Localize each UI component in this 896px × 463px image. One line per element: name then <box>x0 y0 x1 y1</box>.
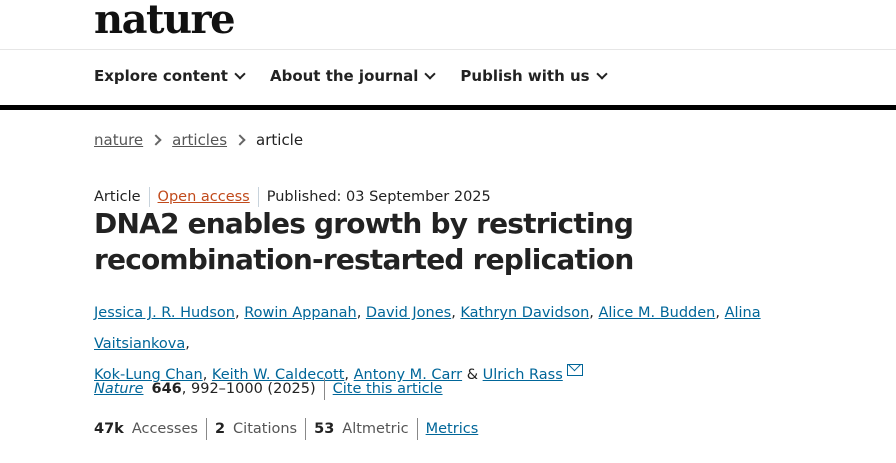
divider <box>257 187 259 207</box>
chevron-down-icon <box>424 68 437 80</box>
author-link[interactable]: David Jones <box>365 305 452 321</box>
breadcrumb-articles[interactable]: articles <box>172 131 228 149</box>
article-type: Article <box>94 189 141 205</box>
email-icon[interactable] <box>566 364 583 376</box>
author-link[interactable]: Keith W. Caldecott <box>211 367 345 383</box>
author-link[interactable]: Alice M. Budden <box>598 305 716 321</box>
open-access-link[interactable]: Open access <box>157 189 250 205</box>
header-bar <box>0 105 896 110</box>
chevron-right-icon <box>234 134 246 146</box>
altmetric-label: Altmetric <box>342 421 409 437</box>
breadcrumb-current: article <box>256 131 304 149</box>
author-link[interactable]: Kathryn Davidson <box>460 305 590 321</box>
chevron-right-icon <box>150 134 162 146</box>
chevron-down-icon <box>595 68 608 80</box>
altmetric-count: 53 <box>314 421 335 437</box>
cite-this-article-link[interactable]: Cite this article <box>332 381 443 397</box>
nature-logo[interactable]: nature <box>94 0 236 43</box>
author-link[interactable]: Alina Vaitsiankova <box>94 305 761 352</box>
citations-count: 2 <box>214 421 226 437</box>
divider <box>148 187 150 207</box>
volume: 646 <box>151 381 182 397</box>
divider <box>416 418 418 440</box>
divider <box>323 378 325 400</box>
author-link[interactable]: Kok-Lung Chan <box>94 367 203 383</box>
breadcrumb: nature articles article <box>94 131 303 149</box>
pages-year: , 992–1000 (2025) <box>181 381 316 397</box>
author-link[interactable]: Jessica J. R. Hudson <box>94 305 235 321</box>
journal-link[interactable]: Nature <box>94 381 144 397</box>
author-link[interactable]: Antony M. Carr <box>353 367 463 383</box>
article-meta: Article Open access Published: 03 Septem… <box>94 187 491 207</box>
nav-about-journal[interactable]: About the journal <box>269 67 437 85</box>
divider <box>205 418 207 440</box>
author-link[interactable]: Rowin Appanah <box>244 305 357 321</box>
breadcrumb-nature[interactable]: nature <box>94 131 144 149</box>
nav-publish-with-us[interactable]: Publish with us <box>460 67 608 85</box>
accesses-label: Accesses <box>131 421 198 437</box>
citation-line: Nature 646 , 992–1000 (2025) Cite this a… <box>94 378 443 400</box>
header-divider <box>0 49 896 50</box>
main-nav: Explore content About the journal Publis… <box>94 67 632 85</box>
accesses-count: 47k <box>94 421 124 437</box>
divider <box>305 418 307 440</box>
nav-explore-content[interactable]: Explore content <box>94 67 246 85</box>
nav-label: Explore content <box>94 67 228 85</box>
nav-label: About the journal <box>269 67 419 85</box>
author-link[interactable]: Ulrich Rass <box>482 367 563 383</box>
metrics-bar: 47k Accesses 2 Citations 53 Altmetric Me… <box>94 418 478 440</box>
article-title: DNA2 enables growth by restricting recom… <box>94 207 634 276</box>
published-date: Published: 03 September 2025 <box>266 189 491 205</box>
citations-label: Citations <box>233 421 298 437</box>
author-list: Jessica J. R. Hudson, Rowin Appanah, Dav… <box>94 305 761 383</box>
metrics-link[interactable]: Metrics <box>425 421 479 437</box>
nav-label: Publish with us <box>460 67 590 85</box>
chevron-down-icon <box>234 68 246 80</box>
